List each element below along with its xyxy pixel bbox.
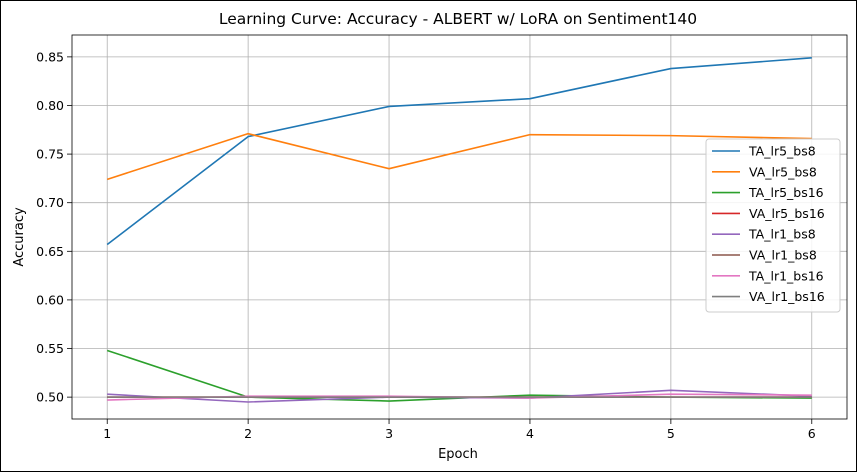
legend-entry: VA_lr5_bs8 bbox=[749, 164, 817, 179]
x-tick-label: 2 bbox=[244, 426, 252, 441]
legend: TA_lr5_bs8 VA_lr5_bs8 TA_lr5_bs16 VA_lr5_bs… bbox=[705, 138, 841, 313]
series-line-TA_lr5_bs16 bbox=[106, 349, 812, 402]
x-tick-label: 4 bbox=[526, 426, 534, 441]
legend-entry: TA_lr5_bs16 bbox=[748, 185, 824, 200]
x-axis-label: Epoch bbox=[438, 447, 478, 462]
y-tick-label: 0.75 bbox=[36, 147, 64, 162]
y-axis-ticks: 0.50 0.55 0.60 0.65 0.70 0.75 0.80 0.85 bbox=[36, 49, 72, 405]
series-lines bbox=[106, 57, 812, 403]
legend-box bbox=[705, 138, 841, 313]
y-tick-label: 0.70 bbox=[36, 195, 64, 210]
y-tick-label: 0.85 bbox=[36, 49, 64, 64]
series-line-VA_lr5_bs8 bbox=[106, 132, 812, 181]
x-axis-ticks: 1 2 3 4 5 6 bbox=[103, 419, 816, 441]
y-tick-label: 0.65 bbox=[36, 244, 64, 259]
x-tick-label: 5 bbox=[667, 426, 675, 441]
legend-entry: TA_lr1_bs16 bbox=[748, 268, 824, 283]
legend-entry: TA_lr5_bs8 bbox=[748, 144, 816, 159]
y-tick-label: 0.60 bbox=[36, 292, 64, 307]
legend-entry: VA_lr1_bs16 bbox=[749, 289, 825, 304]
series-line-TA_lr5_bs8 bbox=[106, 57, 812, 246]
y-tick-label: 0.50 bbox=[36, 390, 64, 405]
x-tick-label: 1 bbox=[103, 426, 111, 441]
plot-area bbox=[71, 34, 848, 420]
legend-entry: VA_lr5_bs16 bbox=[749, 206, 825, 221]
x-tick-label: 3 bbox=[385, 426, 393, 441]
legend-entry: TA_lr1_bs8 bbox=[748, 227, 816, 242]
series-line-TA_lr1_bs8 bbox=[107, 389, 812, 403]
y-tick-label: 0.55 bbox=[36, 341, 64, 356]
y-tick-label: 0.80 bbox=[36, 98, 64, 113]
y-axis-label: Accuracy bbox=[12, 207, 27, 267]
x-tick-label: 6 bbox=[808, 426, 816, 441]
chart-title: Learning Curve: Accuracy - ALBERT w/ LoR… bbox=[219, 10, 697, 28]
legend-entry: VA_lr1_bs8 bbox=[749, 248, 817, 263]
